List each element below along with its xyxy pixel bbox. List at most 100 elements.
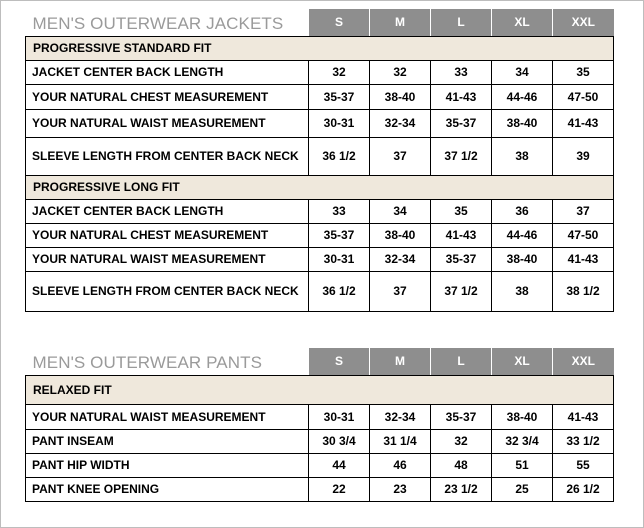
size-header-xxl: XXL	[552, 348, 614, 376]
jackets-size-table: MEN'S OUTERWEAR JACKETS S M L XL XXL PRO…	[25, 9, 614, 312]
cell-xxl: 47-50	[552, 222, 614, 248]
row-label: PANT HIP WIDTH	[25, 452, 309, 478]
cell-xxl: 39	[552, 136, 614, 176]
cell-s: 36 1/2	[308, 136, 370, 176]
cell-m: 31 1/4	[369, 428, 431, 454]
cell-xl: 25	[491, 476, 553, 502]
section-title: PROGRESSIVE LONG FIT	[25, 175, 614, 200]
cell-l: 23 1/2	[430, 476, 492, 502]
cell-xxl: 26 1/2	[552, 476, 614, 502]
row-label: PANT INSEAM	[25, 428, 309, 454]
cell-xl: 38-40	[491, 246, 553, 272]
table-row: PANT HIP WIDTH 44 46 48 51 55	[25, 452, 614, 478]
jackets-table-title: MEN'S OUTERWEAR JACKETS	[25, 9, 309, 37]
section-title: RELAXED FIT	[25, 375, 614, 405]
pants-size-table: MEN'S OUTERWEAR PANTS S M L XL XXL RELAX…	[25, 348, 614, 502]
row-label: SLEEVE LENGTH FROM CENTER BACK NECK	[25, 136, 309, 176]
cell-xxl: 37	[552, 198, 614, 224]
cell-xxl: 47-50	[552, 83, 614, 110]
cell-xxl: 41-43	[552, 108, 614, 138]
cell-xl: 32 3/4	[491, 428, 553, 454]
table-row: YOUR NATURAL CHEST MEASUREMENT 35-37 38-…	[25, 222, 614, 248]
table-row: PANT INSEAM 30 3/4 31 1/4 32 32 3/4 33 1…	[25, 428, 614, 454]
row-label: JACKET CENTER BACK LENGTH	[25, 59, 309, 85]
cell-l: 33	[430, 59, 492, 85]
cell-l: 35-37	[430, 246, 492, 272]
cell-m: 38-40	[369, 83, 431, 110]
cell-s: 44	[308, 452, 370, 478]
cell-l: 37 1/2	[430, 136, 492, 176]
size-header-s: S	[308, 9, 370, 37]
table-row: YOUR NATURAL WAIST MEASUREMENT 30-31 32-…	[25, 403, 614, 430]
cell-xl: 38	[491, 270, 553, 312]
jackets-header-row: MEN'S OUTERWEAR JACKETS S M L XL XXL	[25, 9, 614, 37]
section-title: PROGRESSIVE STANDARD FIT	[25, 36, 614, 61]
cell-m: 37	[369, 136, 431, 176]
pants-header-row: MEN'S OUTERWEAR PANTS S M L XL XXL	[25, 348, 614, 376]
table-row: SLEEVE LENGTH FROM CENTER BACK NECK 36 1…	[25, 136, 614, 176]
cell-s: 33	[308, 198, 370, 224]
row-label: YOUR NATURAL WAIST MEASUREMENT	[25, 403, 309, 430]
section-row: RELAXED FIT	[25, 375, 614, 405]
cell-s: 30-31	[308, 403, 370, 430]
cell-xxl: 38 1/2	[552, 270, 614, 312]
cell-m: 46	[369, 452, 431, 478]
row-label: SLEEVE LENGTH FROM CENTER BACK NECK	[25, 270, 309, 312]
cell-l: 35	[430, 198, 492, 224]
row-label: JACKET CENTER BACK LENGTH	[25, 198, 309, 224]
cell-s: 35-37	[308, 83, 370, 110]
cell-m: 32-34	[369, 108, 431, 138]
cell-m: 23	[369, 476, 431, 502]
row-label: PANT KNEE OPENING	[25, 476, 309, 502]
cell-xl: 36	[491, 198, 553, 224]
size-header-l: L	[430, 348, 492, 376]
cell-l: 37 1/2	[430, 270, 492, 312]
cell-m: 38-40	[369, 222, 431, 248]
size-header-xl: XL	[491, 9, 553, 37]
table-row: JACKET CENTER BACK LENGTH 33 34 35 36 37	[25, 198, 614, 224]
cell-xl: 44-46	[491, 222, 553, 248]
cell-m: 32-34	[369, 403, 431, 430]
cell-l: 48	[430, 452, 492, 478]
cell-s: 30-31	[308, 108, 370, 138]
cell-l: 35-37	[430, 403, 492, 430]
cell-xl: 38-40	[491, 403, 553, 430]
cell-l: 41-43	[430, 83, 492, 110]
size-header-xl: XL	[491, 348, 553, 376]
size-header-xxl: XXL	[552, 9, 614, 37]
section-row: PROGRESSIVE STANDARD FIT	[25, 36, 614, 61]
cell-m: 34	[369, 198, 431, 224]
table-row: YOUR NATURAL WAIST MEASUREMENT 30-31 32-…	[25, 108, 614, 138]
cell-xxl: 35	[552, 59, 614, 85]
cell-m: 37	[369, 270, 431, 312]
cell-s: 30-31	[308, 246, 370, 272]
cell-l: 41-43	[430, 222, 492, 248]
size-header-m: M	[369, 9, 431, 37]
cell-s: 35-37	[308, 222, 370, 248]
row-label: YOUR NATURAL CHEST MEASUREMENT	[25, 83, 309, 110]
cell-xl: 38-40	[491, 108, 553, 138]
cell-xxl: 55	[552, 452, 614, 478]
cell-l: 35-37	[430, 108, 492, 138]
cell-s: 30 3/4	[308, 428, 370, 454]
row-label: YOUR NATURAL CHEST MEASUREMENT	[25, 222, 309, 248]
pants-table-title: MEN'S OUTERWEAR PANTS	[25, 348, 309, 376]
cell-xl: 38	[491, 136, 553, 176]
cell-xxl: 33 1/2	[552, 428, 614, 454]
table-row: SLEEVE LENGTH FROM CENTER BACK NECK 36 1…	[25, 270, 614, 312]
cell-s: 36 1/2	[308, 270, 370, 312]
size-header-s: S	[308, 348, 370, 376]
size-header-l: L	[430, 9, 492, 37]
cell-xxl: 41-43	[552, 403, 614, 430]
cell-m: 32-34	[369, 246, 431, 272]
table-row: YOUR NATURAL WAIST MEASUREMENT 30-31 32-…	[25, 246, 614, 272]
cell-s: 32	[308, 59, 370, 85]
row-label: YOUR NATURAL WAIST MEASUREMENT	[25, 108, 309, 138]
row-label: YOUR NATURAL WAIST MEASUREMENT	[25, 246, 309, 272]
cell-l: 32	[430, 428, 492, 454]
table-row: PANT KNEE OPENING 22 23 23 1/2 25 26 1/2	[25, 476, 614, 502]
table-row: YOUR NATURAL CHEST MEASUREMENT 35-37 38-…	[25, 83, 614, 110]
cell-xl: 34	[491, 59, 553, 85]
cell-xxl: 41-43	[552, 246, 614, 272]
table-row: JACKET CENTER BACK LENGTH 32 32 33 34 35	[25, 59, 614, 85]
